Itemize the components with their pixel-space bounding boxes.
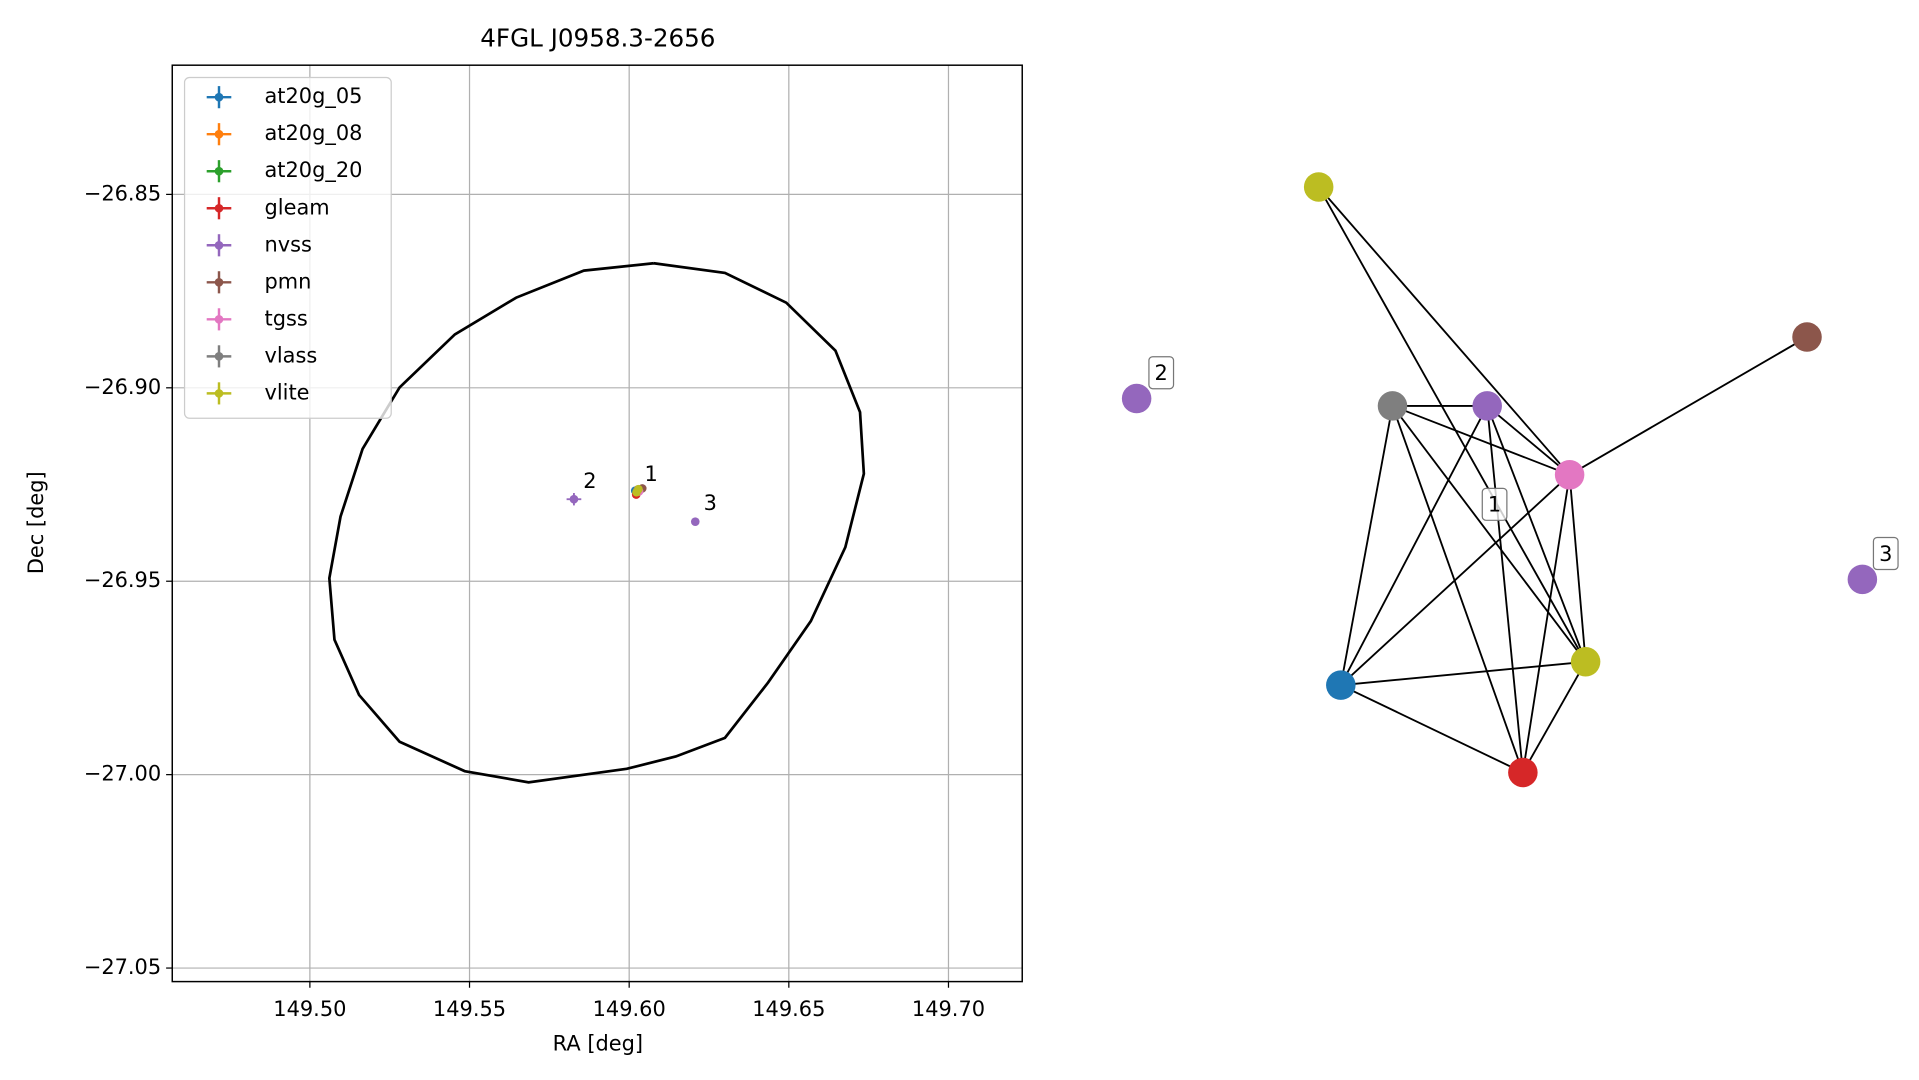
graph-node [1570, 647, 1601, 677]
node-label-box [1148, 356, 1175, 390]
x-tick-label: 149.60 [593, 997, 666, 1021]
x-tick-label: 149.50 [273, 997, 346, 1021]
graph-node [1472, 391, 1502, 421]
graph-edge [1391, 405, 1524, 773]
legend-marker [214, 240, 224, 250]
graph-edge [1392, 405, 1570, 476]
plot-frame [171, 64, 1023, 983]
y-axis-label: Dec [deg] [24, 471, 48, 574]
legend-marker [214, 92, 224, 102]
legend-marker [214, 166, 224, 176]
point [690, 517, 700, 526]
graph-node [1792, 322, 1822, 352]
graph-edge [1317, 186, 1587, 663]
graph-node [1121, 383, 1152, 414]
point [569, 494, 579, 504]
legend [183, 76, 392, 419]
node-label: 2 [1155, 361, 1168, 385]
legend-marker [214, 277, 224, 287]
legend-label: at20g_20 [265, 158, 363, 182]
legend-marker [214, 203, 224, 213]
x-tick-label: 149.55 [433, 997, 506, 1021]
point [634, 484, 643, 494]
graph-edge [1391, 405, 1587, 663]
graph-edge [1340, 405, 1489, 686]
graph-edge [1486, 405, 1524, 773]
graph-edge [1486, 405, 1587, 663]
y-tick-label: −27.05 [84, 955, 161, 979]
legend-marker [214, 315, 224, 324]
legend-label: gleam [265, 195, 330, 219]
legend-label: pmn [265, 269, 312, 293]
legend-label: at20g_05 [265, 84, 363, 108]
graph-edge [1340, 684, 1524, 774]
graph-node [1326, 670, 1356, 700]
graph-node [1554, 460, 1585, 490]
legend-label: tgss [265, 306, 308, 330]
graph-edge [1486, 405, 1571, 476]
x-tick-label: 149.65 [752, 997, 825, 1021]
legend-label: vlite [265, 380, 310, 404]
graph-node [1508, 757, 1538, 788]
x-axis-label: RA [deg] [553, 1031, 643, 1055]
legend-marker [214, 389, 224, 398]
graph-node [1303, 172, 1334, 202]
graph-edge [1522, 661, 1587, 773]
graph-node [1847, 564, 1878, 595]
graph-edge [1569, 336, 1808, 476]
graph-node [1377, 391, 1408, 421]
legend-label: vlass [265, 343, 318, 367]
legend-box [183, 76, 392, 419]
y-tick-label: −26.95 [84, 568, 161, 592]
graph-edge [1340, 474, 1571, 686]
legend-label: at20g_08 [265, 121, 363, 145]
annotation: 3 [704, 491, 717, 515]
graph-edge [1521, 474, 1571, 773]
ellipse-outline [327, 261, 866, 784]
y-tick-label: −27.00 [84, 762, 161, 786]
legend-label: nvss [265, 232, 312, 256]
annotation: 1 [645, 462, 658, 486]
y-tick-label: −26.90 [84, 375, 161, 399]
graph-edge [1568, 474, 1587, 662]
legend-marker [214, 129, 224, 139]
y-tick-label: −26.85 [84, 181, 161, 205]
x-tick-label: 149.70 [912, 997, 985, 1021]
legend-marker [214, 352, 224, 361]
node-label-box [1481, 487, 1508, 521]
node-label-box [1872, 536, 1899, 571]
node-label: 3 [1879, 542, 1892, 566]
graph-edge [1340, 660, 1586, 687]
annotation: 2 [583, 469, 596, 493]
graph-edge [1339, 405, 1394, 686]
chart-title: 4FGL J0958.3-2656 [480, 23, 715, 52]
node-label: 1 [1488, 493, 1501, 517]
graph-edge [1317, 186, 1571, 476]
